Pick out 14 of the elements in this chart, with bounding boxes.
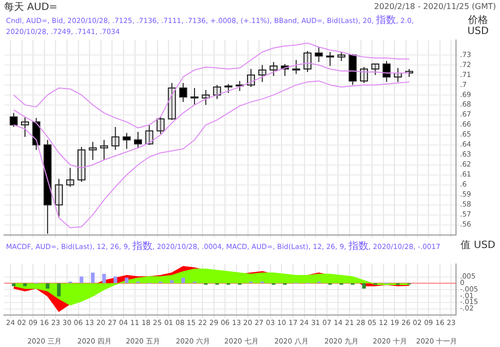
bar [90, 272, 95, 284]
bar [362, 283, 366, 289]
y-axis-title: 价格 USD [466, 15, 490, 37]
bar [23, 283, 27, 286]
bar [57, 283, 61, 296]
chart-subtitle: 2020/2/18 - 2020/11/25 (GMT) [374, 2, 496, 11]
bar [80, 276, 84, 284]
bar [124, 278, 129, 284]
bar [46, 283, 50, 289]
chart-title: 每天 AUD= [4, 1, 58, 14]
bar [102, 274, 106, 284]
y-axis-title: 值 USD [460, 240, 496, 251]
bar [181, 278, 186, 284]
bar [114, 276, 118, 284]
